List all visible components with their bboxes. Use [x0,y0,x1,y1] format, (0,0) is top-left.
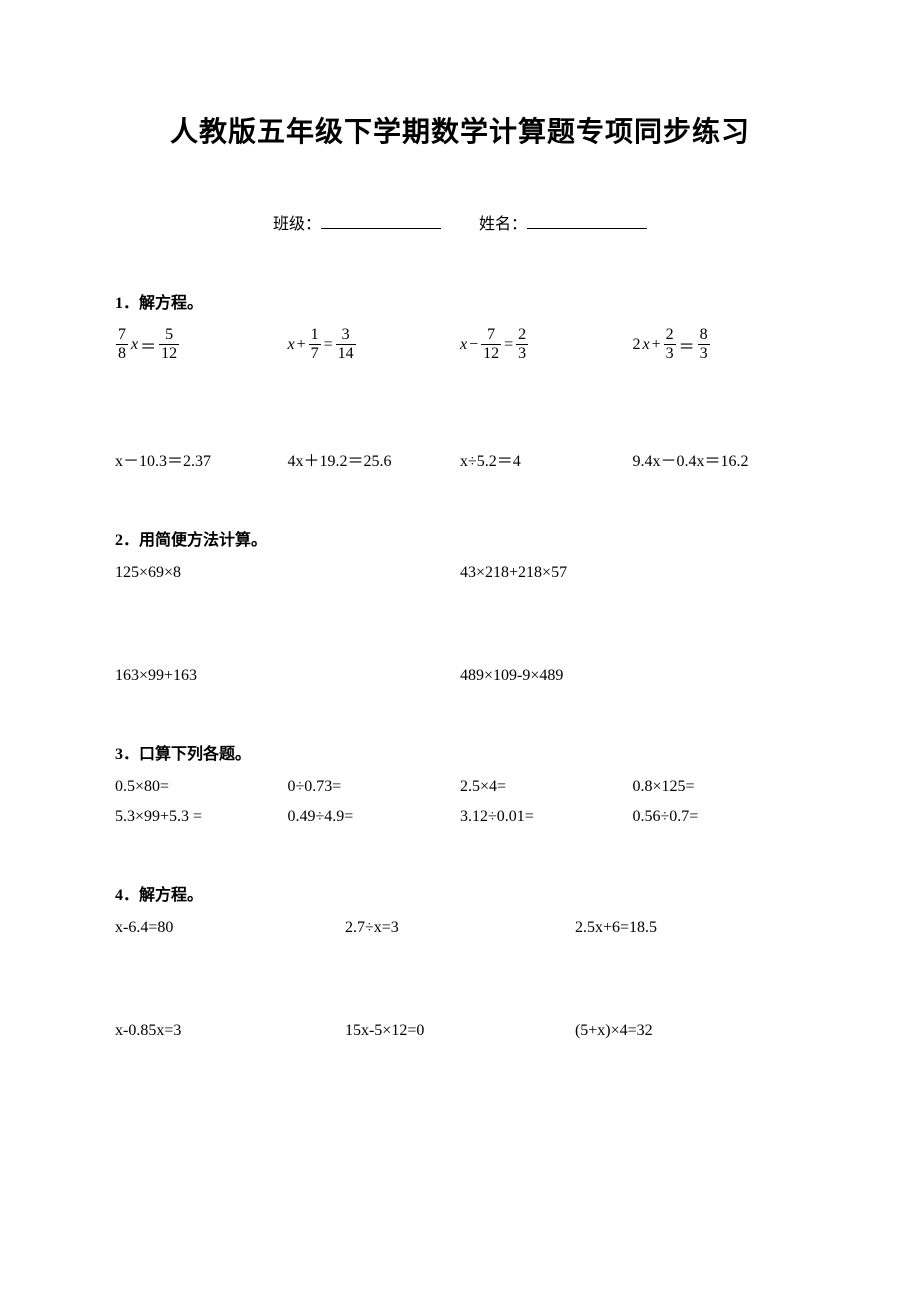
fraction: 7 12 [481,327,501,362]
s1-prob-1: 7 8 x ＝ 5 12 [115,327,288,362]
class-blank [321,215,441,229]
s3-prob-1: 0.5×80= [115,778,288,796]
fraction: 7 8 [116,327,128,362]
fraction: 2 3 [664,327,676,362]
s2-row1: 125×69×8 43×218+218×57 [115,564,805,582]
s3-prob-5: 5.3×99+5.3 = [115,808,288,826]
section-3-title: 3．口算下列各题。 [115,740,805,764]
section-2-title: 2．用简便方法计算。 [115,526,805,550]
name-label: 姓名： [479,216,527,233]
section-2: 2．用简便方法计算。 125×69×8 43×218+218×57 163×99… [115,526,805,685]
section-1-title: 1．解方程。 [115,289,805,313]
info-line: 班级： 姓名： [115,210,805,234]
fraction: 3 14 [336,327,356,362]
s1-prob-6: 4x＋19.2＝25.6 [288,447,461,471]
s3-prob-3: 2.5×4= [460,778,633,796]
s3-prob-2: 0÷0.73= [288,778,461,796]
s4-row1: x-6.4=80 2.7÷x=3 2.5x+6=18.5 [115,919,805,937]
s4-row2: x-0.85x=3 15x-5×12=0 (5+x)×4=32 [115,1022,805,1040]
s1-prob-4: 2 x + 2 3 ＝ 8 3 [633,327,806,362]
section-3: 3．口算下列各题。 0.5×80= 0÷0.73= 2.5×4= 0.8×125… [115,740,805,826]
section-1: 1．解方程。 7 8 x ＝ 5 12 x + [115,289,805,471]
s3-prob-8: 0.56÷0.7= [633,808,806,826]
s2-row2: 163×99+163 489×109-9×489 [115,667,805,685]
fraction: 1 7 [309,327,321,362]
fraction: 2 3 [516,327,528,362]
s2-prob-4: 489×109-9×489 [460,667,805,685]
page-title: 人教版五年级下学期数学计算题专项同步练习 [115,110,805,150]
s1-row2: x－10.3＝2.37 4x＋19.2＝25.6 x÷5.2＝4 9.4x－0.… [115,447,805,471]
s4-prob-1: x-6.4=80 [115,919,345,937]
s1-prob-8: 9.4x－0.4x＝16.2 [633,447,806,471]
s4-prob-3: 2.5x+6=18.5 [575,919,805,937]
fraction: 5 12 [159,327,179,362]
s1-prob-3: x − 7 12 = 2 3 [460,327,633,362]
s4-prob-5: 15x-5×12=0 [345,1022,575,1040]
s3-prob-4: 0.8×125= [633,778,806,796]
s4-prob-2: 2.7÷x=3 [345,919,575,937]
s4-prob-6: (5+x)×4=32 [575,1022,805,1040]
class-label: 班级： [273,216,321,233]
s2-prob-2: 43×218+218×57 [460,564,805,582]
s3-prob-7: 3.12÷0.01= [460,808,633,826]
section-4-title: 4．解方程。 [115,881,805,905]
s3-row1: 0.5×80= 0÷0.73= 2.5×4= 0.8×125= [115,778,805,796]
s2-prob-3: 163×99+163 [115,667,460,685]
s3-row2: 5.3×99+5.3 = 0.49÷4.9= 3.12÷0.01= 0.56÷0… [115,808,805,826]
fraction: 8 3 [698,327,710,362]
s2-prob-1: 125×69×8 [115,564,460,582]
s1-prob-5: x－10.3＝2.37 [115,447,288,471]
name-blank [527,215,647,229]
s1-prob-2: x + 1 7 = 3 14 [288,327,461,362]
section-4: 4．解方程。 x-6.4=80 2.7÷x=3 2.5x+6=18.5 x-0.… [115,881,805,1040]
s4-prob-4: x-0.85x=3 [115,1022,345,1040]
s1-prob-7: x÷5.2＝4 [460,447,633,471]
s3-prob-6: 0.49÷4.9= [288,808,461,826]
s1-row1: 7 8 x ＝ 5 12 x + 1 7 = [115,327,805,362]
